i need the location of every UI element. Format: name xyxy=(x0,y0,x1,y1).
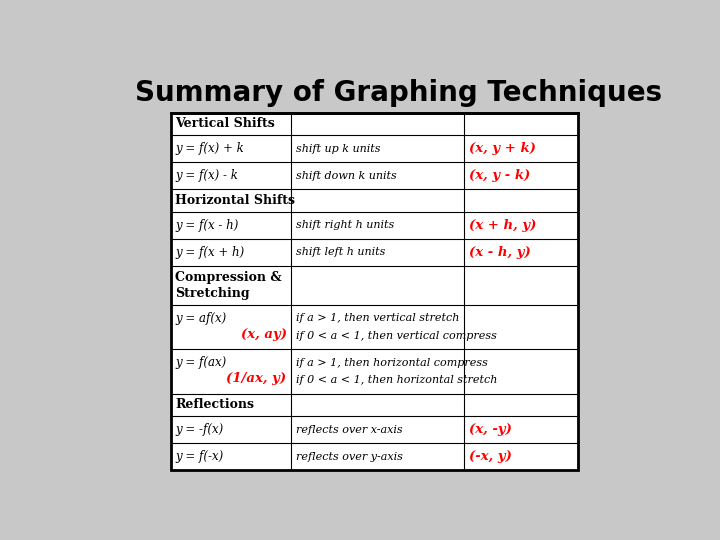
Text: y = -f(x): y = -f(x) xyxy=(176,423,224,436)
Text: if a > 1, then horizontal compress: if a > 1, then horizontal compress xyxy=(295,357,487,368)
Text: (x, y - k): (x, y - k) xyxy=(469,169,530,183)
Text: if 0 < a < 1, then horizontal stretch: if 0 < a < 1, then horizontal stretch xyxy=(295,375,497,385)
Text: Horizontal Shifts: Horizontal Shifts xyxy=(176,194,295,207)
Bar xyxy=(171,113,578,470)
Text: (-x, y): (-x, y) xyxy=(469,450,511,463)
Text: (x, ay): (x, ay) xyxy=(240,328,287,341)
Text: Vertical Shifts: Vertical Shifts xyxy=(176,117,275,130)
Text: y = af(x): y = af(x) xyxy=(176,312,227,325)
Text: (x, y + k): (x, y + k) xyxy=(469,142,536,155)
Text: y = f(ax): y = f(ax) xyxy=(176,356,227,369)
Text: y = f(-x): y = f(-x) xyxy=(176,450,224,463)
Text: Summary of Graphing Techniques: Summary of Graphing Techniques xyxy=(135,79,662,107)
Text: y = f(x) - k: y = f(x) - k xyxy=(176,169,238,183)
Text: (x, -y): (x, -y) xyxy=(469,423,511,436)
Text: Compression &
Stretching: Compression & Stretching xyxy=(176,271,282,300)
Text: reflects over x-axis: reflects over x-axis xyxy=(295,424,402,435)
Text: (1/ax, y): (1/ax, y) xyxy=(227,373,287,386)
Text: if 0 < a < 1, then vertical compress: if 0 < a < 1, then vertical compress xyxy=(295,331,496,341)
Text: y = f(x) + k: y = f(x) + k xyxy=(176,142,244,155)
Bar xyxy=(171,113,578,470)
Text: shift up k units: shift up k units xyxy=(295,144,380,154)
Text: (x + h, y): (x + h, y) xyxy=(469,219,536,232)
Text: if a > 1, then vertical stretch: if a > 1, then vertical stretch xyxy=(295,313,459,323)
Text: shift down k units: shift down k units xyxy=(295,171,396,181)
Text: Reflections: Reflections xyxy=(176,399,254,411)
Text: shift right h units: shift right h units xyxy=(295,220,394,231)
Text: y = f(x + h): y = f(x + h) xyxy=(176,246,245,259)
Text: reflects over y-axis: reflects over y-axis xyxy=(295,451,402,462)
Text: (x - h, y): (x - h, y) xyxy=(469,246,531,259)
Text: shift left h units: shift left h units xyxy=(295,247,385,258)
Text: y = f(x - h): y = f(x - h) xyxy=(176,219,239,232)
